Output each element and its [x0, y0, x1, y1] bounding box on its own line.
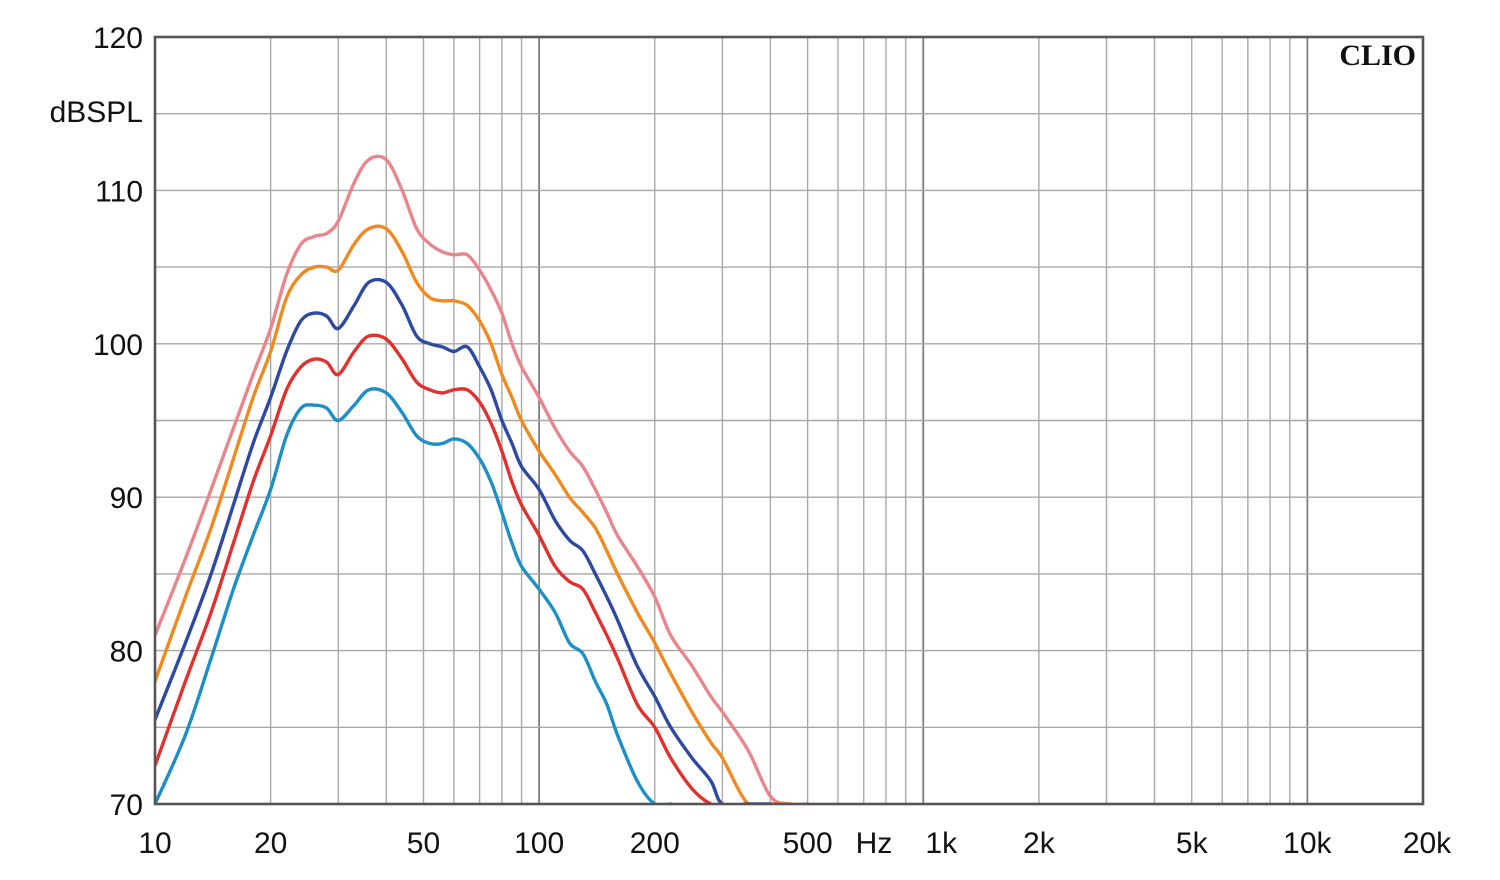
x-tick-label: 50 — [407, 827, 440, 860]
x-tick-label: 1k — [925, 827, 958, 860]
x-tick-label: 100 — [514, 827, 564, 860]
y-axis-label: dBSPL — [50, 96, 143, 129]
x-tick-label: 10 — [138, 827, 171, 860]
series-line-5 — [155, 387, 673, 804]
y-tick-label: 100 — [93, 329, 143, 362]
x-tick-label: 10k — [1283, 827, 1332, 860]
x-tick-label: 20k — [1403, 827, 1452, 860]
series-line-3 — [155, 277, 773, 804]
y-tick-label: 110 — [95, 175, 143, 208]
plot-frame — [153, 35, 1425, 806]
x-unit-label: Hz — [856, 827, 893, 860]
series-lines — [155, 154, 810, 804]
x-tick-label: 500 — [783, 827, 833, 860]
x-tick-label: 5k — [1176, 827, 1209, 860]
x-tick-label: 200 — [630, 827, 680, 860]
x-tick-label: 2k — [1023, 827, 1056, 860]
y-tick-label: 90 — [110, 482, 143, 515]
series-line-1 — [155, 154, 810, 804]
brand-label: CLIO — [1339, 39, 1416, 72]
x-tick-labels: 10 20 50 100 200 500 1k 2k 5k 10k 20k — [138, 827, 1452, 860]
y-tick-label: 80 — [110, 636, 143, 669]
x-tick-label: 20 — [254, 827, 287, 860]
series-line-2 — [155, 224, 792, 804]
series-line-4 — [155, 333, 725, 804]
grid — [155, 37, 1423, 804]
y-tick-label: 120 — [93, 22, 143, 55]
y-tick-labels: 120 110 100 90 80 70 — [93, 22, 143, 822]
y-tick-label: 70 — [110, 789, 143, 822]
